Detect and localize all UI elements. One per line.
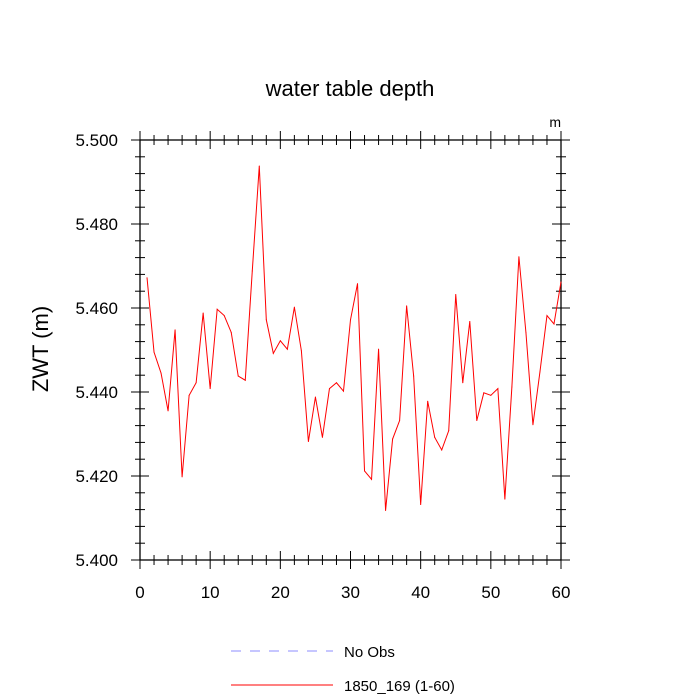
y-tick-label: 5.500 (75, 131, 118, 150)
x-tick-label: 0 (135, 583, 144, 602)
data-point (181, 476, 183, 478)
plot-area: 0 10 20 30 40 50 60 5.400 5.420 5.440 5.460 5.480 5.… (75, 131, 570, 602)
data-point (441, 449, 443, 451)
x-tick-label: 50 (481, 583, 500, 602)
data-point (350, 319, 351, 321)
data-point (483, 392, 485, 394)
x-tick-label: 40 (411, 583, 430, 602)
x-tick-label: 10 (201, 583, 220, 602)
data-point (476, 420, 478, 422)
data-point (504, 498, 506, 500)
data-point (300, 350, 302, 352)
data-point (258, 165, 260, 167)
units-label: m (549, 114, 561, 130)
data-point (230, 331, 232, 333)
plot-frame (139, 139, 562, 561)
data-point (167, 410, 169, 412)
data-point (525, 331, 527, 333)
data-point (279, 340, 281, 342)
data-point (392, 438, 394, 440)
y-tick-label: 5.440 (75, 383, 118, 402)
data-point (153, 351, 155, 353)
data-point (448, 430, 450, 432)
data-point (307, 441, 309, 443)
data-point (335, 382, 337, 384)
data-point (293, 306, 295, 308)
data-point (497, 388, 499, 390)
data-point (434, 436, 436, 438)
data-point (455, 294, 457, 296)
data-point (251, 270, 253, 272)
data-point (237, 375, 239, 377)
data-point (188, 394, 190, 396)
data-point (244, 379, 246, 381)
data-point (469, 320, 471, 322)
data-point (160, 372, 162, 374)
data-point (511, 386, 513, 388)
legend-label: 1850_169 (1-60) (344, 678, 455, 695)
y-tick-label: 5.460 (75, 299, 118, 318)
data-point (546, 315, 548, 317)
data-point (413, 375, 415, 377)
data-point (427, 400, 429, 402)
data-point (490, 394, 492, 396)
x-tick-label: 60 (552, 583, 571, 602)
data-point (195, 382, 197, 384)
x-tick-label: 20 (271, 583, 290, 602)
data-point (378, 348, 380, 350)
data-point (364, 470, 366, 472)
series-line (146, 166, 562, 511)
y-tick-label: 5.420 (75, 467, 118, 486)
data-point (272, 352, 274, 354)
data-point (420, 504, 422, 506)
data-point (357, 283, 359, 285)
y-tick-label: 5.400 (75, 551, 118, 570)
data-point (532, 424, 534, 426)
data-point (202, 312, 204, 314)
data-point (399, 420, 401, 422)
data-point (209, 388, 211, 390)
data-point (328, 388, 330, 390)
y-tick-label: 5.480 (75, 215, 118, 234)
chart-title: water table depth (265, 76, 435, 101)
data-point (553, 323, 555, 325)
data-point (385, 509, 387, 511)
data-point (462, 382, 464, 384)
data-point (321, 436, 323, 438)
y-axis-label: ZWT (m) (28, 306, 53, 392)
data-point (371, 478, 373, 480)
data-point (223, 315, 225, 317)
data-point (286, 348, 288, 350)
legend: No Obs 1850_169 (1-60) (231, 644, 455, 695)
data-point (146, 277, 148, 279)
data-point (560, 281, 562, 283)
data-point (406, 305, 408, 307)
legend-label: No Obs (344, 644, 395, 661)
data-point (216, 308, 218, 310)
data-point (314, 396, 316, 398)
data-point (342, 390, 344, 392)
x-tick-label: 30 (341, 583, 360, 602)
data-point (174, 329, 176, 331)
data-point (518, 256, 520, 258)
data-point (265, 319, 267, 321)
data-point (539, 371, 541, 373)
